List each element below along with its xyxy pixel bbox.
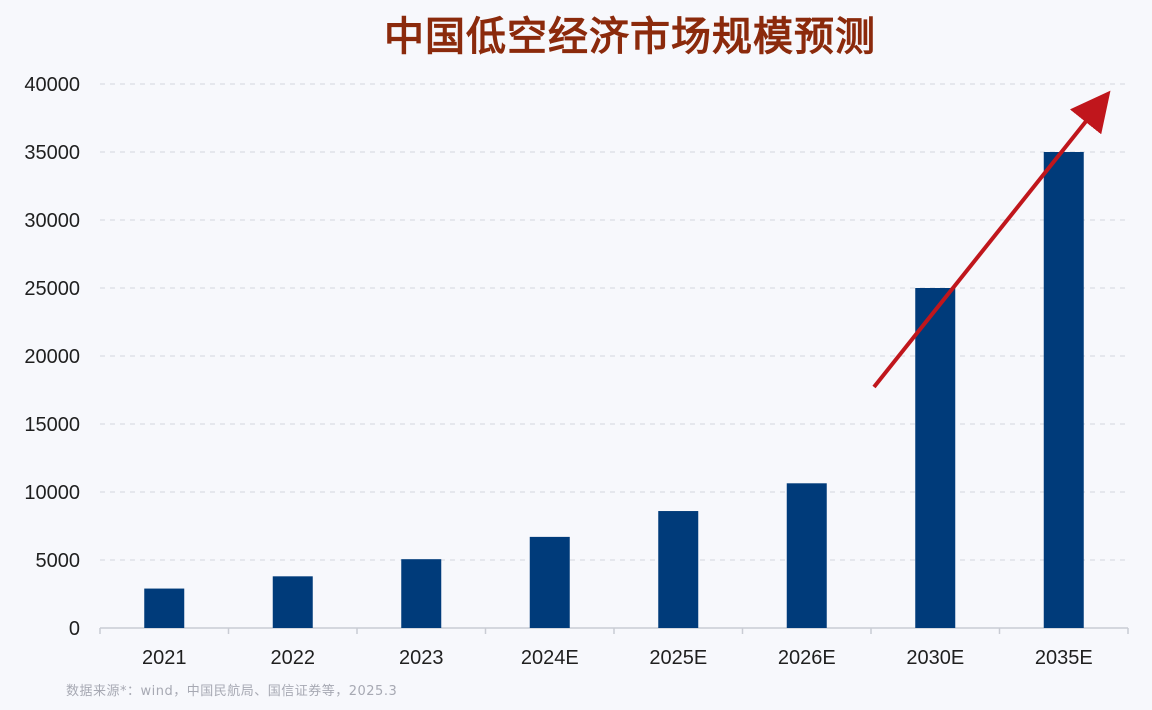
x-tick-label: 2022: [271, 647, 316, 669]
y-tick-label: 25000: [24, 278, 80, 300]
bar-2030E: [915, 288, 956, 628]
source-note: 数据来源*：wind，中国民航局、国信证券等，2025.3: [66, 684, 398, 699]
y-tick-label: 5000: [36, 550, 81, 572]
y-tick-label: 35000: [24, 142, 80, 164]
bar-2023: [401, 559, 442, 628]
x-tick-label: 2035E: [1035, 647, 1093, 669]
bar-2021: [144, 588, 185, 628]
bar-2025E: [658, 511, 699, 628]
x-tick-label: 2030E: [906, 647, 964, 669]
x-tick-label: 2023: [399, 647, 444, 669]
y-tick-label: 15000: [24, 414, 80, 436]
y-tick-label: 20000: [24, 346, 80, 368]
bar-2026E: [786, 483, 827, 628]
trend-arrow-line: [872, 90, 1111, 389]
bars: [144, 152, 1084, 628]
trend-arrow: [872, 90, 1111, 389]
x-tick-label: 2025E: [649, 647, 707, 669]
y-tick-label: 30000: [24, 210, 80, 232]
x-tick-label: 2026E: [778, 647, 836, 669]
y-tick-label: 40000: [24, 74, 80, 96]
bar-2035E: [1043, 152, 1084, 628]
x-tick-label: 2024E: [521, 647, 579, 669]
y-tick-label: 10000: [24, 482, 80, 504]
y-tick-label: 0: [69, 618, 80, 640]
bar-2022: [272, 576, 313, 628]
x-axis-ticks: 2021 2022 2023 2024E 2025E 2026E 2030E 2035E: [142, 647, 1093, 669]
bar-2024E: [529, 536, 570, 628]
x-tick-label: 2021: [142, 647, 187, 669]
y-axis-ticks: 0 5000 10000 15000 20000 25000 30000 35000 40000: [24, 74, 80, 640]
x-axis: [99, 627, 1129, 634]
grid-lines: [100, 83, 1128, 561]
